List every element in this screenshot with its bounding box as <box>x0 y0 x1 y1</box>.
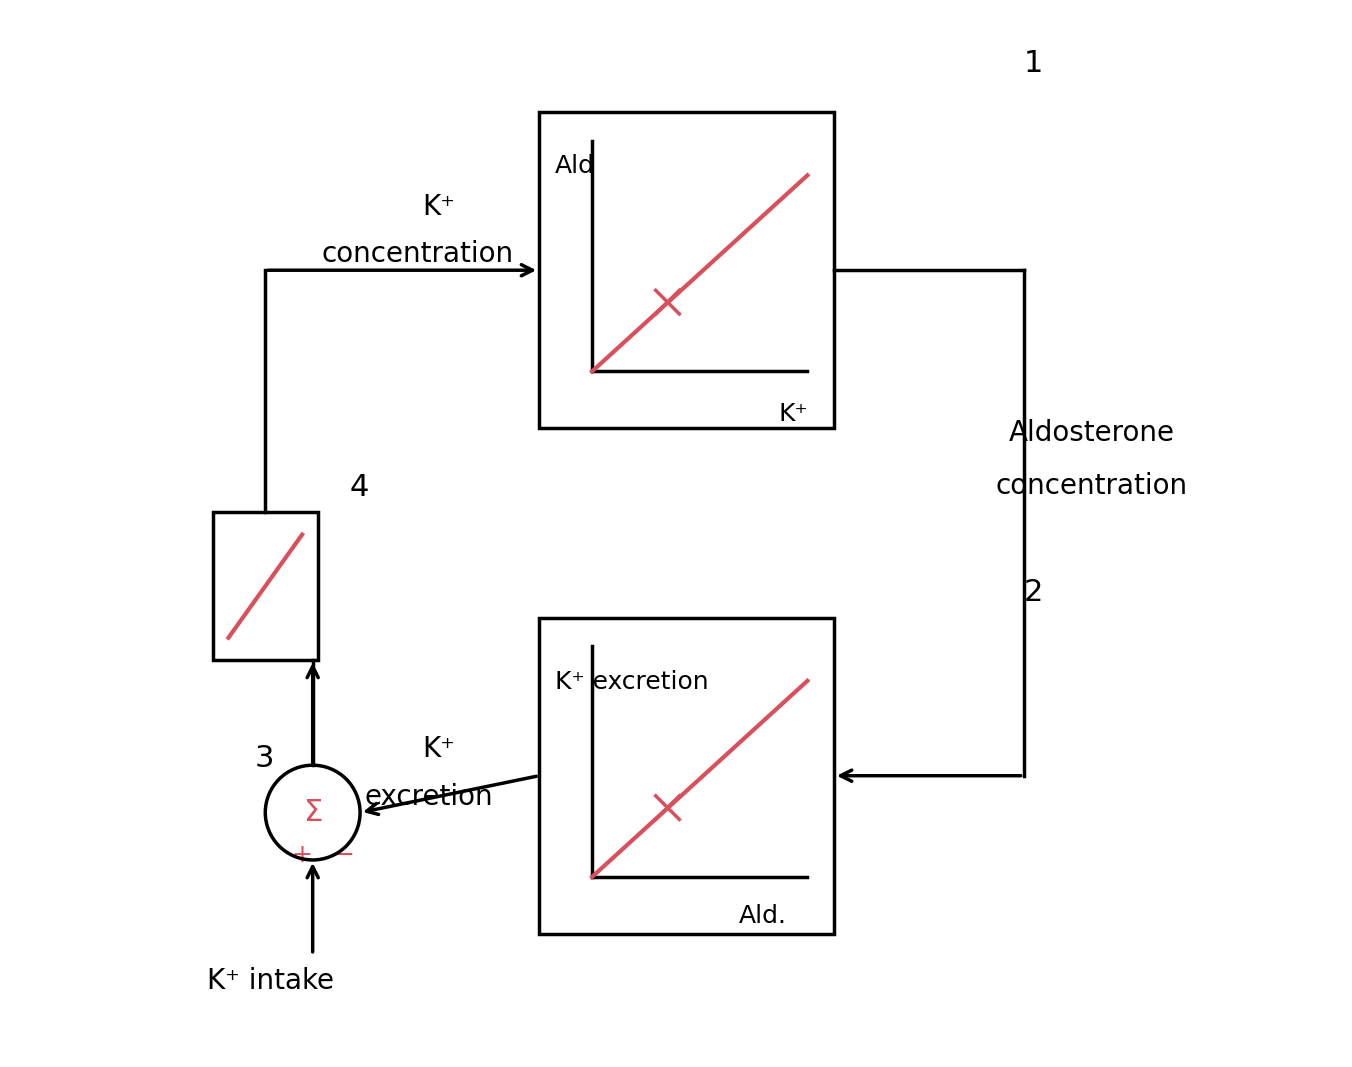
Text: K⁺ intake: K⁺ intake <box>207 967 334 996</box>
Text: K⁺ excretion: K⁺ excretion <box>554 670 708 695</box>
Text: Ald.: Ald. <box>738 904 787 928</box>
Text: Aldosterone: Aldosterone <box>1009 419 1175 447</box>
Text: 1: 1 <box>1023 49 1042 78</box>
FancyBboxPatch shape <box>539 112 834 428</box>
Text: K⁺: K⁺ <box>423 193 456 221</box>
Text: K⁺: K⁺ <box>423 735 456 763</box>
FancyBboxPatch shape <box>212 512 318 659</box>
Text: K⁺: K⁺ <box>777 402 807 426</box>
Text: 2: 2 <box>1023 578 1042 607</box>
FancyBboxPatch shape <box>539 618 834 934</box>
Text: +: + <box>292 843 312 866</box>
Text: concentration: concentration <box>996 472 1188 500</box>
Text: 4: 4 <box>350 473 369 501</box>
Text: concentration: concentration <box>322 240 514 269</box>
Text: −: − <box>334 843 354 866</box>
Text: Ald: Ald <box>554 155 595 178</box>
Text: excretion: excretion <box>364 783 493 811</box>
Text: 3: 3 <box>254 744 274 774</box>
Text: $\Sigma$: $\Sigma$ <box>303 798 322 827</box>
